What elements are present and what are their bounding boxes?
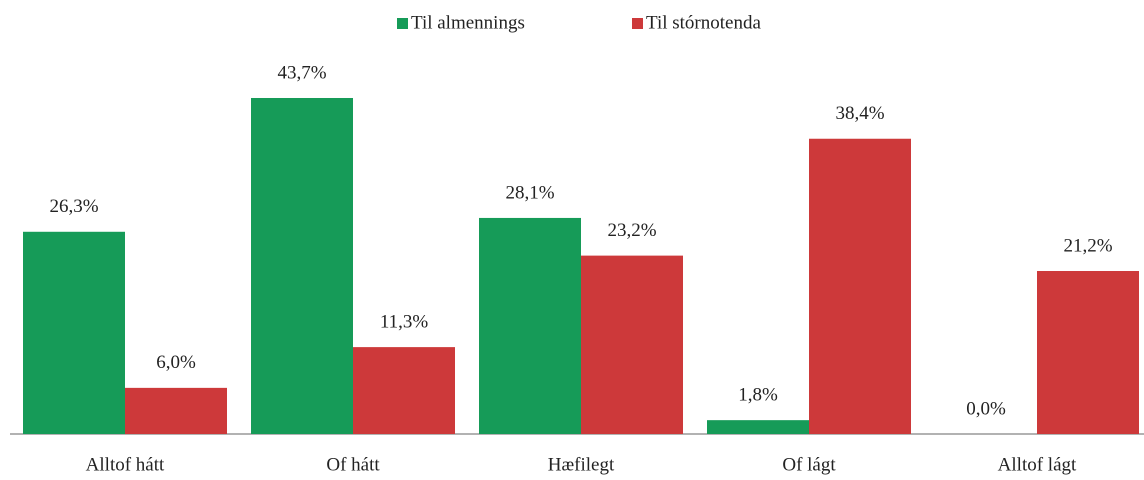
x-tick-label: Alltof hátt: [86, 454, 165, 475]
legend-swatch: [397, 18, 408, 29]
x-tick-label: Alltof lágt: [998, 454, 1077, 475]
bar: [353, 347, 455, 434]
x-tick-label: Of lágt: [782, 454, 836, 475]
value-label: 43,7%: [277, 62, 326, 83]
bar: [1037, 270, 1139, 434]
bar: [707, 420, 809, 434]
x-tick-label: Hæfilegt: [548, 454, 615, 475]
bar: [23, 231, 125, 434]
legend-label: Til almennings: [411, 12, 525, 33]
bar: [251, 97, 353, 435]
legend-swatch: [632, 18, 643, 29]
x-tick-label: Of hátt: [326, 454, 380, 475]
bar: [125, 387, 227, 434]
bar: [581, 255, 683, 434]
value-label: 11,3%: [380, 311, 429, 332]
value-label: 21,2%: [1063, 235, 1112, 256]
bar: [479, 217, 581, 434]
value-label: 6,0%: [156, 352, 196, 373]
value-label: 26,3%: [49, 196, 98, 217]
value-label: 28,1%: [505, 182, 554, 203]
bar: [809, 138, 911, 434]
legend-label: Til stórnotenda: [646, 12, 761, 33]
value-label: 23,2%: [607, 220, 656, 241]
value-label: 1,8%: [738, 385, 778, 406]
value-label: 38,4%: [835, 103, 884, 124]
value-label: 0,0%: [966, 398, 1006, 419]
